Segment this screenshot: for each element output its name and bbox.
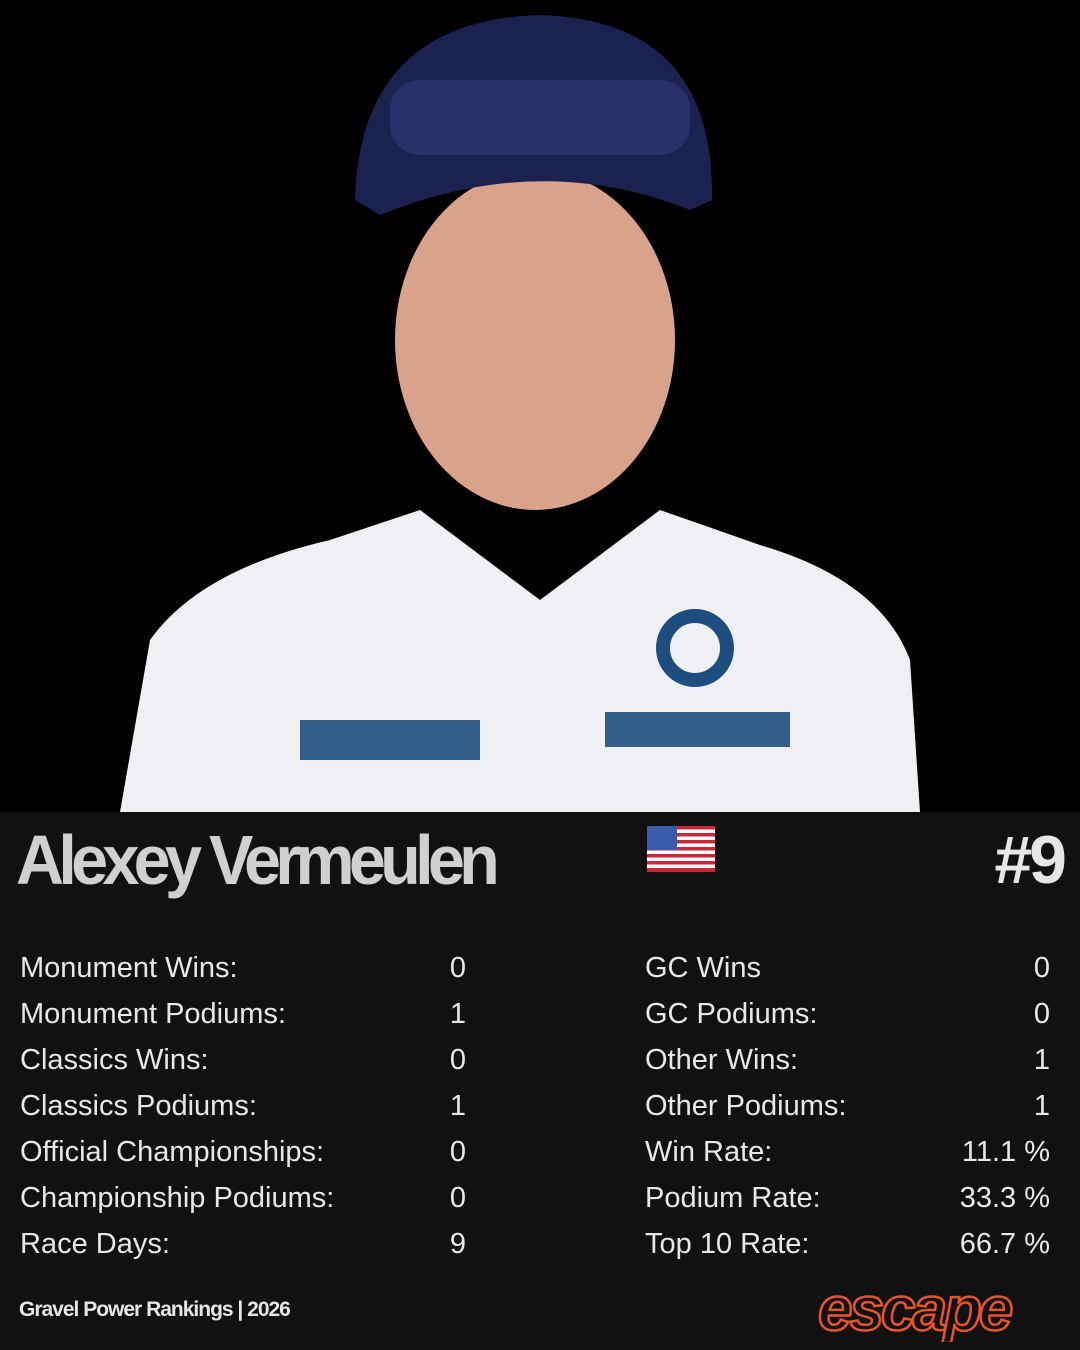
stat-value: 0 bbox=[449, 952, 466, 984]
stat-value: 1 bbox=[1033, 1044, 1050, 1076]
stat-row: Other Wins: 1 bbox=[645, 1040, 1050, 1086]
stat-value: 0 bbox=[449, 1182, 466, 1214]
footer-caption: Gravel Power Rankings | 2026 bbox=[19, 1298, 291, 1321]
stat-label: Race Days: bbox=[20, 1228, 170, 1260]
stat-row: Classics Podiums: 1 bbox=[20, 1086, 466, 1132]
stat-row: Other Podiums: 1 bbox=[645, 1086, 1050, 1132]
stat-label: Top 10 Rate: bbox=[645, 1228, 810, 1260]
stats-panel bbox=[0, 812, 1080, 1350]
stat-row: GC Podiums: 0 bbox=[645, 994, 1050, 1040]
stat-value: 1 bbox=[449, 1090, 466, 1122]
svg-text:escape: escape bbox=[818, 1284, 1012, 1342]
stat-label: Classics Podiums: bbox=[20, 1090, 257, 1122]
rider-name: Alexey Vermeulen bbox=[16, 821, 500, 899]
stat-value: 0 bbox=[1033, 998, 1050, 1030]
stat-value: 0 bbox=[449, 1044, 466, 1076]
stat-value: 33.3 % bbox=[959, 1182, 1050, 1214]
stat-value: 0 bbox=[1033, 952, 1050, 984]
stat-value: 11.1 % bbox=[961, 1136, 1050, 1168]
stat-row: Official Championships: 0 bbox=[20, 1132, 466, 1178]
stat-row: Classics Wins: 0 bbox=[20, 1040, 466, 1086]
stat-row: Monument Wins: 0 bbox=[20, 948, 466, 994]
rank-number: #9 bbox=[994, 822, 1067, 898]
stat-row: Championship Podiums: 0 bbox=[20, 1178, 466, 1224]
stat-row: Podium Rate: 33.3 % bbox=[645, 1178, 1050, 1224]
stat-label: GC Wins bbox=[645, 952, 761, 984]
us-flag-icon bbox=[647, 826, 715, 872]
stat-value: 1 bbox=[1033, 1090, 1050, 1122]
stat-label: Classics Wins: bbox=[20, 1044, 209, 1076]
stat-label: GC Podiums: bbox=[645, 998, 818, 1030]
stats-right: GC Wins 0 GC Podiums: 0 Other Wins: 1 Other… bbox=[645, 948, 1050, 1270]
stat-row: Win Rate: 11.1 % bbox=[645, 1132, 1050, 1178]
rider-photo bbox=[0, 0, 1080, 812]
stat-row: Monument Podiums: 1 bbox=[20, 994, 466, 1040]
stat-row: Race Days: 9 bbox=[20, 1224, 466, 1270]
stat-value: 1 bbox=[449, 998, 466, 1030]
stat-label: Official Championships: bbox=[20, 1136, 325, 1168]
stat-label: Win Rate: bbox=[645, 1136, 773, 1168]
stat-value: 9 bbox=[449, 1228, 466, 1260]
stats-left: Monument Wins: 0 Monument Podiums: 1 Class… bbox=[20, 948, 466, 1270]
stat-label: Other Wins: bbox=[645, 1044, 799, 1076]
stat-label: Monument Podiums: bbox=[20, 998, 286, 1030]
escape-logo: escape bbox=[818, 1284, 1016, 1342]
stat-row: Top 10 Rate: 66.7 % bbox=[645, 1224, 1050, 1270]
stat-value: 66.7 % bbox=[959, 1228, 1050, 1260]
stat-value: 0 bbox=[449, 1136, 466, 1168]
stat-label: Podium Rate: bbox=[645, 1182, 821, 1214]
stat-label: Other Podiums: bbox=[645, 1090, 847, 1122]
stat-label: Monument Wins: bbox=[20, 952, 238, 984]
stat-row: GC Wins 0 bbox=[645, 948, 1050, 994]
stat-label: Championship Podiums: bbox=[20, 1182, 335, 1214]
